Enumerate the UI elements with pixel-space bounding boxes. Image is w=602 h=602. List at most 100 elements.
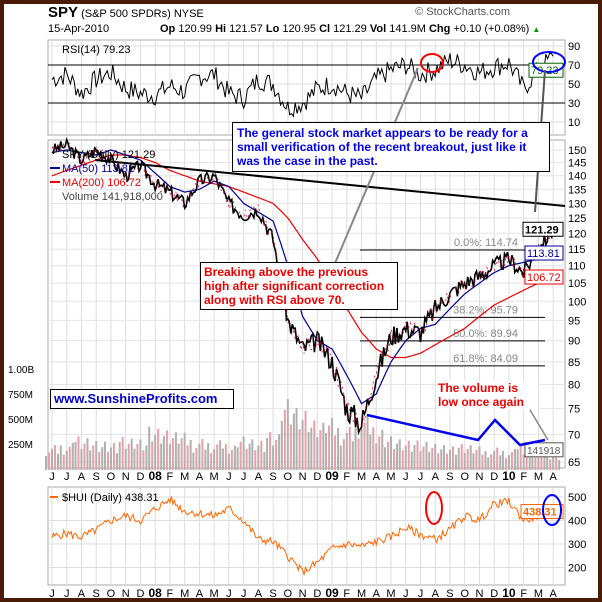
x-tick-label: J xyxy=(226,471,232,483)
volume-bar xyxy=(331,417,334,470)
hui-tick-label: 300 xyxy=(568,539,586,551)
volume-bar xyxy=(404,445,407,470)
volume-bar xyxy=(130,438,133,470)
volume-bar xyxy=(48,452,50,470)
x-tick-label: A xyxy=(432,471,440,483)
volume-bar xyxy=(289,424,292,470)
volume-trend-line xyxy=(366,413,546,447)
price-tick-label: 125 xyxy=(568,213,586,225)
volume-bar xyxy=(275,439,278,470)
volume-bar xyxy=(519,445,522,470)
volume-bar xyxy=(339,445,342,470)
volume-bar xyxy=(71,442,74,470)
volume-bar xyxy=(242,436,245,470)
spy-legend: SPY (Daily) 121.29 xyxy=(62,149,155,161)
volume-bar xyxy=(115,453,118,470)
x-tick-label: O xyxy=(107,588,116,600)
volume-bar xyxy=(363,422,366,470)
x-tick-label: A xyxy=(78,588,86,600)
exchange: NYSE xyxy=(173,8,204,20)
vol-value: 141.9M xyxy=(389,23,426,35)
volume-bar xyxy=(463,452,466,470)
volume-bar xyxy=(425,442,428,470)
rsi-tick-label: 90 xyxy=(568,41,580,53)
volume-bar xyxy=(549,459,552,470)
x-tick-label: 09 xyxy=(325,469,339,483)
hui-tick-label: 400 xyxy=(568,516,586,528)
ma200-last-value-box xyxy=(524,269,564,285)
volume-bar xyxy=(57,453,59,470)
volume-bar xyxy=(301,420,304,470)
x-tick-label: F xyxy=(520,588,527,600)
x-tick-label: F xyxy=(343,588,350,600)
volume-tick-label: 1.00B xyxy=(8,365,34,376)
volume-bar xyxy=(251,439,254,470)
volume-bar xyxy=(345,432,348,470)
volume-bar xyxy=(537,447,540,470)
x-tick-label: S xyxy=(269,471,276,483)
ma50-last-value-box xyxy=(524,245,564,261)
price-tick-label: 150 xyxy=(568,145,586,157)
volume-bar xyxy=(127,443,130,470)
spy-down-bars xyxy=(51,141,554,433)
hui-last-value-box xyxy=(520,503,564,519)
volume-bar xyxy=(507,455,510,470)
volume-bar xyxy=(162,436,165,470)
volume-bar xyxy=(501,450,504,470)
red-annotation-box: Breaking above the previous high after s… xyxy=(200,262,398,310)
volume-last-value: 141918 xyxy=(527,446,561,457)
x-tick-label: N xyxy=(475,471,483,483)
x-tick-label: F xyxy=(167,588,174,600)
x-tick-label: M xyxy=(357,471,366,483)
x-tick-label: O xyxy=(460,471,469,483)
volume-bar xyxy=(337,428,340,470)
chg-label: Chg xyxy=(428,23,451,35)
volume-bar xyxy=(372,427,375,470)
volume-bar xyxy=(213,448,216,470)
x-tick-label: O xyxy=(284,588,293,600)
x-tick-label: S xyxy=(446,588,453,600)
volume-tick-label: 750M xyxy=(8,390,33,401)
x-tick-label: J xyxy=(418,471,424,483)
volume-bar xyxy=(558,460,561,470)
volume-bar xyxy=(283,410,286,470)
volume-bar xyxy=(360,430,363,470)
x-tick-label: N xyxy=(475,588,483,600)
vol-label: Vol xyxy=(369,23,387,35)
volume-bar xyxy=(487,457,490,470)
up-arrow-icon: ▲ xyxy=(532,25,541,34)
price-tick-label: 75 xyxy=(568,404,580,416)
hui-tick-label: 200 xyxy=(568,563,586,575)
volume-bar xyxy=(139,439,142,470)
x-tick-label: 10 xyxy=(502,586,516,600)
volume-bar xyxy=(77,436,80,470)
volume-bar xyxy=(442,445,445,470)
volume-bar xyxy=(431,448,434,470)
volume-bar xyxy=(504,458,507,470)
x-tick-label: A xyxy=(78,471,86,483)
volume-bar xyxy=(54,445,56,470)
price-tick-label: 145 xyxy=(568,158,586,170)
fibonacci-label: 61.8%: 84.09 xyxy=(453,353,518,365)
chg-value: +0.10 (+0.08%) xyxy=(453,23,530,35)
x-tick-label: O xyxy=(284,471,293,483)
x-tick-label: D xyxy=(313,471,321,483)
volume-bar xyxy=(224,444,227,470)
x-tick-label: F xyxy=(167,471,174,483)
x-tick-label: A xyxy=(549,471,557,483)
volume-bar xyxy=(310,427,313,470)
volume-bar xyxy=(322,422,325,470)
price-tick-label: 130 xyxy=(568,198,586,210)
volume-bar xyxy=(401,450,404,470)
x-tick-label: M xyxy=(180,588,189,600)
price-last-value-box xyxy=(522,221,564,237)
x-tick-label: D xyxy=(136,588,144,600)
volume-bar xyxy=(192,452,195,470)
volume-bar xyxy=(269,432,272,470)
volume-bar xyxy=(378,436,381,470)
volume-bar xyxy=(174,432,177,470)
volume-bar xyxy=(257,445,260,470)
price-last-value: 121.29 xyxy=(525,224,559,236)
volume-bar xyxy=(304,411,307,470)
x-tick-label: A xyxy=(549,588,557,600)
